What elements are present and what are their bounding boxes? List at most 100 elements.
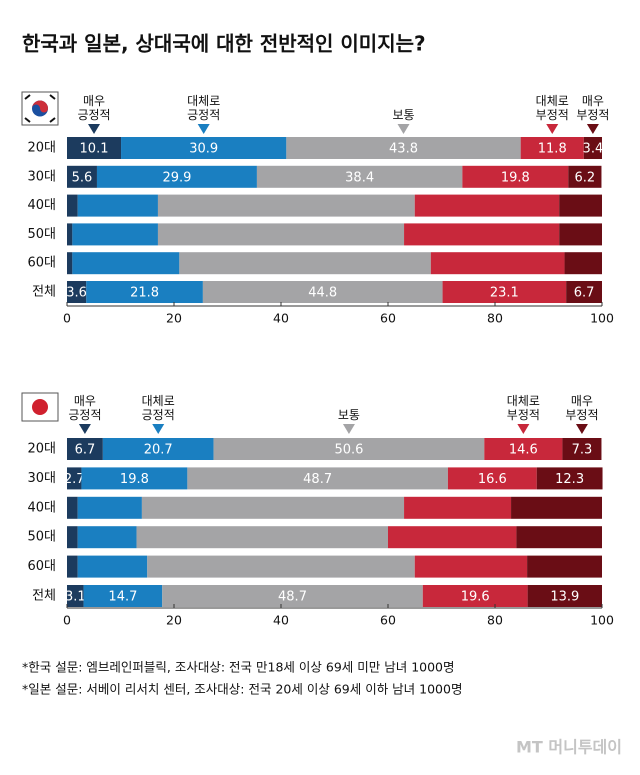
- bar-segment: [442, 281, 567, 303]
- bar-segment: [404, 223, 560, 246]
- bar-segment: [484, 438, 563, 460]
- value-label: 3.1: [65, 590, 86, 605]
- title: 한국과 일본, 상대국에 대한 전반적인 이미지는?: [22, 32, 426, 56]
- bar-segment: [414, 555, 528, 578]
- bar-segment: [96, 165, 257, 188]
- value-label: 19.8: [501, 170, 530, 185]
- legend-label: 대체로 부정적: [535, 94, 569, 122]
- value-label: 3.4: [583, 142, 604, 157]
- value-label: 16.6: [478, 472, 507, 487]
- value-label: 11.8: [538, 142, 567, 157]
- bar-segment: [147, 555, 415, 578]
- bar-segment: [187, 467, 448, 490]
- value-label: 50.6: [334, 443, 363, 458]
- value-label: 38.4: [345, 170, 374, 185]
- bar-segment: [67, 438, 103, 460]
- legend-label: 보통: [337, 408, 360, 422]
- bar-segment: [136, 526, 388, 549]
- row-label: 40대: [27, 198, 56, 213]
- bar-segment: [462, 165, 569, 188]
- bar-segment: [67, 194, 78, 217]
- value-label: 23.1: [490, 286, 519, 301]
- value-label: 44.8: [308, 286, 337, 301]
- legend-label: 매우 부정적: [576, 94, 610, 122]
- bar-segment: [67, 223, 73, 246]
- bar-segment: [67, 585, 84, 607]
- bar-segment: [67, 526, 78, 549]
- bar-segment: [77, 194, 158, 217]
- bar-segment: [414, 194, 560, 217]
- bar-segment: [516, 526, 602, 549]
- bar-segment: [72, 223, 158, 246]
- legend-label: 대체로 부정적: [506, 394, 540, 422]
- legend-marker: [517, 424, 530, 434]
- legend-label: 대체로 긍정적: [141, 394, 175, 422]
- bar-segment: [256, 165, 463, 188]
- row-label: 50대: [27, 227, 56, 242]
- bar-segment: [67, 137, 122, 159]
- legend-label: 매우 긍정적: [77, 94, 111, 122]
- bar-segment: [202, 281, 443, 303]
- value-label: 14.7: [108, 590, 137, 605]
- bar-segment: [86, 281, 203, 303]
- bar-segment: [157, 223, 405, 246]
- value-label: 6.2: [575, 170, 596, 185]
- legend-marker: [397, 124, 410, 134]
- bar-segment: [67, 467, 82, 490]
- legend-label: 대체로 긍정적: [187, 94, 221, 122]
- value-label: 2.7: [64, 472, 85, 487]
- x-tick-label: 100: [590, 311, 614, 326]
- row-label: 전체: [32, 589, 56, 604]
- x-tick-label: 20: [166, 311, 182, 326]
- legend-marker: [575, 424, 588, 434]
- row-label: 20대: [27, 442, 56, 457]
- legend-marker: [342, 424, 355, 434]
- bar-segment: [67, 165, 97, 188]
- bar-segment: [430, 252, 565, 275]
- bar-segment: [67, 496, 78, 519]
- bar-segment: [213, 438, 485, 460]
- x-tick-label: 80: [487, 311, 503, 326]
- row-label: 30대: [27, 471, 56, 486]
- legend-marker: [586, 124, 599, 134]
- bar-segment: [162, 585, 423, 607]
- value-label: 10.1: [80, 142, 109, 157]
- value-label: 19.6: [461, 590, 490, 605]
- bar-segment: [564, 252, 602, 275]
- japan-flag: [21, 392, 59, 422]
- value-label: 13.9: [550, 590, 579, 605]
- value-label: 6.7: [75, 443, 96, 458]
- value-label: 43.8: [389, 142, 418, 157]
- bar-segment: [422, 585, 528, 607]
- bar-segment: [527, 555, 602, 578]
- value-label: 20.7: [144, 443, 173, 458]
- row-label: 40대: [27, 500, 56, 515]
- row-label: 30대: [27, 169, 56, 184]
- bar-segment: [404, 496, 512, 519]
- value-label: 21.8: [130, 286, 159, 301]
- legend-label: 매우 부정적: [565, 394, 599, 422]
- bar-segment: [583, 137, 602, 159]
- value-label: 6.7: [574, 286, 595, 301]
- bar-segment: [157, 194, 415, 217]
- bar-segment: [179, 252, 431, 275]
- legend-label: 보통: [392, 108, 415, 122]
- bar-segment: [67, 252, 73, 275]
- value-label: 12.3: [555, 472, 584, 487]
- value-label: 30.9: [189, 142, 218, 157]
- x-tick-label: 60: [380, 613, 396, 628]
- bar-segment: [559, 194, 602, 217]
- x-tick-label: 40: [273, 613, 289, 628]
- bar-segment: [520, 137, 584, 159]
- bar-segment: [77, 526, 137, 549]
- bar-segment: [77, 496, 142, 519]
- bar-segment: [81, 467, 188, 490]
- legend-marker: [152, 424, 165, 434]
- bar-segment: [511, 496, 602, 519]
- bar-segment: [447, 467, 537, 490]
- x-tick-label: 100: [590, 613, 614, 628]
- bar-segment: [83, 585, 163, 607]
- bar-segment: [121, 137, 287, 159]
